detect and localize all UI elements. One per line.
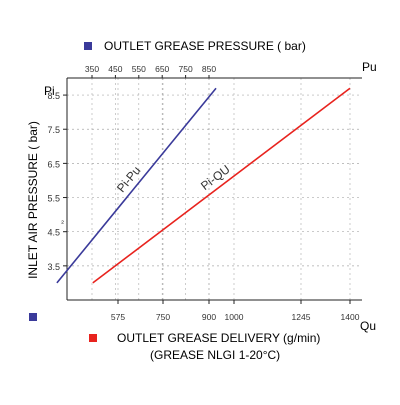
grid-lines <box>67 78 362 300</box>
bottom-axis-title: OUTLET GREASE DELIVERY (g/min) <box>117 331 320 345</box>
top-legend-marker <box>84 42 92 50</box>
series-line-pi-qu <box>92 87 351 284</box>
top-tick-label: 850 <box>202 64 216 74</box>
bottom-tick-label: 1400 <box>341 312 360 322</box>
left-axis-stray-mark: ₂ <box>61 216 64 225</box>
bottom-tick-label: 900 <box>202 312 216 322</box>
top-tick-label: 550 <box>132 64 146 74</box>
tick-labels: 8.5 7.5 6.5 5.5 4.5 3.5 350 450 550 650 750 850 575 7… <box>47 64 359 322</box>
top-axis-title: OUTLET GREASE PRESSURE ( bar) <box>104 39 306 53</box>
top-tick-label: 650 <box>155 64 169 74</box>
left-axis-unit: Pi <box>44 84 55 98</box>
top-tick-label: 750 <box>179 64 193 74</box>
left-tick-label: 6.5 <box>47 159 60 169</box>
axes <box>63 75 362 304</box>
bottom-tick-label: 750 <box>156 312 170 322</box>
series-line-pi-pu <box>56 87 217 284</box>
bottom-left-legend-marker <box>29 313 37 321</box>
left-tick-label: 4.5 <box>47 228 60 238</box>
bottom-tick-label: 1245 <box>292 312 311 322</box>
bottom-axis-subtitle: (GREASE NLGI 1-20°C) <box>150 348 280 362</box>
left-tick-label: 7.5 <box>47 125 60 135</box>
bottom-axis-unit: Qu <box>360 319 376 333</box>
series-label-pi-qu: Pi-QU <box>198 162 233 193</box>
bottom-tick-label: 575 <box>111 312 125 322</box>
left-tick-label: 8.5 <box>47 91 60 101</box>
top-tick-label: 450 <box>108 64 122 74</box>
left-axis-title: INLET AIR PRESSURE ( bar) <box>26 121 40 279</box>
bottom-legend-marker <box>89 334 97 342</box>
bottom-tick-label: 1000 <box>225 312 244 322</box>
series-lines <box>56 87 351 284</box>
top-tick-label: 350 <box>85 64 99 74</box>
top-axis-unit: Pu <box>362 60 377 74</box>
left-tick-label: 3.5 <box>47 262 60 272</box>
left-tick-label: 5.5 <box>47 194 60 204</box>
